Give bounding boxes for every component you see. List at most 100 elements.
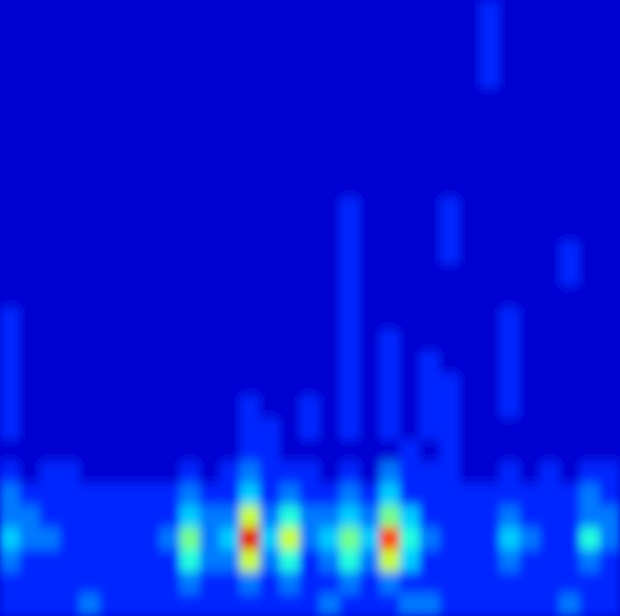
heat-cell (500, 66, 521, 89)
heat-cell (200, 132, 221, 155)
heat-cell (60, 528, 81, 551)
heat-cell (600, 352, 620, 375)
heat-cell (40, 66, 61, 89)
heat-cell (160, 242, 181, 265)
heat-cell (40, 506, 61, 529)
heat-cell (120, 0, 141, 23)
heat-cell (520, 88, 541, 111)
heat-cell (540, 198, 561, 221)
heat-cell (340, 66, 361, 89)
heat-cell (20, 572, 41, 595)
heat-cell (160, 88, 181, 111)
heat-cell (420, 0, 441, 23)
heat-cell (200, 242, 221, 265)
heat-cell (420, 132, 441, 155)
heat-cell (200, 374, 221, 397)
heat-cell (600, 550, 620, 573)
heat-cell (60, 66, 81, 89)
heat-cell (560, 132, 581, 155)
heat-cell (320, 132, 341, 155)
heat-cell (600, 396, 620, 419)
heat-cell (300, 330, 321, 353)
heat-cell (460, 594, 481, 616)
heat-cell (600, 484, 620, 507)
heat-cell (520, 440, 541, 463)
heat-cell (0, 440, 21, 463)
heat-cell (300, 374, 321, 397)
heat-cell (160, 198, 181, 221)
heat-cell (440, 132, 461, 155)
heat-cell (240, 22, 261, 45)
heat-cell (440, 572, 461, 595)
heat-cell (400, 154, 421, 177)
heat-cell (200, 0, 221, 23)
heat-cell (0, 418, 21, 441)
heat-cell (220, 396, 241, 419)
heat-cell (300, 176, 321, 199)
heat-cell (340, 132, 361, 155)
heat-cell (280, 66, 301, 89)
heat-cell (500, 374, 521, 397)
heat-cell (40, 110, 61, 133)
heat-cell (220, 462, 241, 485)
heat-cell (400, 0, 421, 23)
heat-cell (440, 88, 461, 111)
heat-cell (280, 132, 301, 155)
heat-cell (360, 242, 381, 265)
heat-cell (400, 572, 421, 595)
heat-cell (500, 220, 521, 243)
heat-cell (420, 352, 441, 375)
heat-cell (140, 176, 161, 199)
heat-cell (560, 462, 581, 485)
heat-cell (520, 352, 541, 375)
heat-cell (280, 0, 301, 23)
heat-cell (580, 550, 601, 573)
heat-cell (160, 286, 181, 309)
heat-cell (440, 330, 461, 353)
heat-cell (320, 462, 341, 485)
heat-cell (600, 374, 620, 397)
heat-cell (580, 220, 601, 243)
heat-cell (500, 22, 521, 45)
heat-cell (160, 374, 181, 397)
heat-cell (240, 352, 261, 375)
heat-cell (320, 66, 341, 89)
heat-cell (580, 396, 601, 419)
heat-cell (280, 374, 301, 397)
heat-cell (580, 506, 601, 529)
heat-cell (280, 264, 301, 287)
heat-cell (300, 264, 321, 287)
heat-cell (180, 286, 201, 309)
heat-cell (340, 308, 361, 331)
heat-cell (280, 286, 301, 309)
heat-cell (300, 506, 321, 529)
heat-cell (420, 484, 441, 507)
heat-cell (240, 572, 261, 595)
heat-cell (40, 88, 61, 111)
heat-cell (180, 198, 201, 221)
heat-cell (140, 22, 161, 45)
heat-cell (160, 220, 181, 243)
heat-cell (60, 418, 81, 441)
heat-cell (400, 330, 421, 353)
heat-cell (500, 462, 521, 485)
heat-cell (20, 44, 41, 67)
heat-cell (420, 44, 441, 67)
heat-cell (340, 264, 361, 287)
heat-cell (580, 110, 601, 133)
heat-cell (20, 198, 41, 221)
heat-cell (300, 594, 321, 616)
heat-cell (280, 330, 301, 353)
heat-cell (500, 0, 521, 23)
heat-cell (180, 176, 201, 199)
heat-cell (60, 374, 81, 397)
heat-cell (160, 396, 181, 419)
heat-cell (360, 198, 381, 221)
heat-cell (560, 0, 581, 23)
heat-cell (340, 374, 361, 397)
heat-cell (360, 286, 381, 309)
heat-cell (340, 484, 361, 507)
heat-cell (500, 264, 521, 287)
heat-cell (320, 550, 341, 573)
heat-cell (400, 44, 421, 67)
